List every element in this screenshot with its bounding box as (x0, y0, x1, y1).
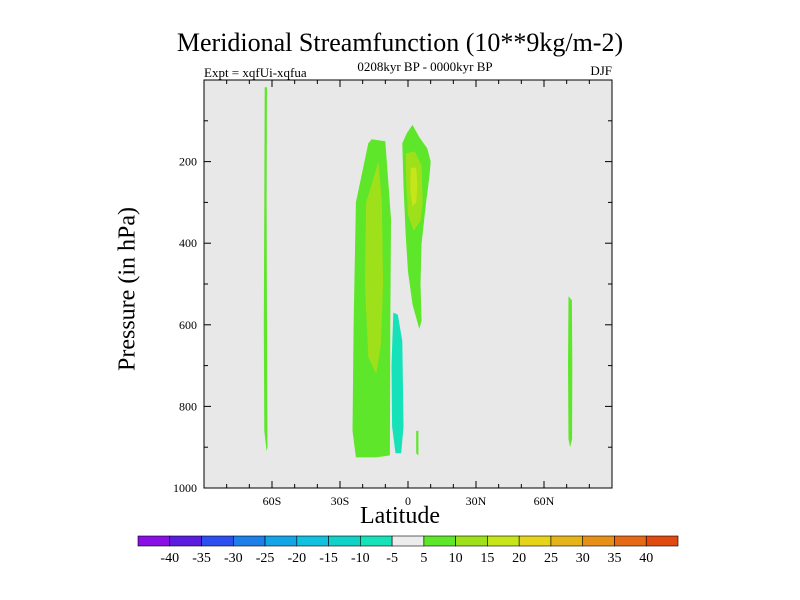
axis-ticks: 60S 30S 0 30N 60N 200 400 600 800 1000 (173, 80, 612, 508)
colorbar-label: -15 (319, 551, 338, 566)
contour-regions (263, 87, 573, 458)
colorbar-swatch (137, 535, 171, 547)
colorbar-label: -35 (192, 551, 211, 566)
colorbar: -40 -35 -30 -25 -20 -15 -10 -5 5 10 15 20 25 30 35 40 (137, 535, 679, 566)
colorbar-label: 30 (576, 551, 590, 566)
y-tick-label: 200 (179, 155, 197, 169)
colorbar-label: 40 (639, 551, 653, 566)
x-tick-label: 30S (331, 494, 350, 508)
colorbar-label: -25 (256, 551, 275, 566)
colorbar-swatch (264, 535, 298, 547)
colorbar-swatch (201, 535, 234, 547)
x-axis-label: Latitude (360, 503, 440, 529)
colorbar-swatch (455, 535, 488, 547)
x-tick-label: 60S (263, 494, 282, 508)
colorbar-swatch (423, 535, 456, 547)
x-tick-label: 30N (466, 494, 487, 508)
colorbar-swatch (360, 535, 393, 547)
colorbar-label: -10 (351, 551, 370, 566)
colorbar-swatch (232, 535, 266, 547)
y-tick-label: 1000 (173, 481, 197, 495)
colorbar-label: -20 (287, 551, 306, 566)
contour-region-8 (568, 296, 573, 448)
x-tick-label: 0 (405, 494, 411, 508)
y-tick-label: 400 (179, 236, 197, 250)
colorbar-swatch (518, 535, 552, 547)
period-label: 0208kyr BP - 0000kyr BP (357, 59, 493, 74)
colorbar-label: 35 (607, 551, 621, 566)
colorbar-swatch (328, 535, 361, 547)
colorbar-swatch (296, 535, 329, 547)
colorbar-swatch (582, 535, 615, 547)
contour-region-7 (416, 430, 419, 456)
colorbar-label: 25 (544, 551, 558, 566)
colorbar-swatch (391, 535, 425, 547)
colorbar-label: -30 (224, 551, 243, 566)
y-axis-label: Pressure (in hPa) (114, 207, 141, 371)
contour-region-2 (364, 161, 384, 374)
x-tick-label: 60N (534, 494, 555, 508)
colorbar-label: 10 (449, 551, 463, 566)
season-label: DJF (590, 63, 612, 78)
colorbar-label: -40 (160, 551, 179, 566)
contour-region-6 (391, 312, 404, 454)
colorbar-label: -5 (386, 551, 398, 566)
colorbar-swatch (645, 535, 679, 547)
contour-region-0 (263, 87, 268, 452)
colorbar-swatch (169, 535, 202, 547)
colorbar-label: 20 (512, 551, 526, 566)
colorbar-label: 15 (480, 551, 494, 566)
contour-region-5 (410, 167, 418, 207)
colorbar-swatch (487, 535, 520, 547)
y-tick-label: 800 (179, 399, 197, 413)
experiment-label: Expt = xqfUi-xqfua (204, 65, 307, 80)
colorbar-label: 5 (420, 551, 427, 566)
chart-title: Meridional Streamfunction (10**9kg/m-2) (176, 28, 624, 57)
colorbar-swatch (614, 535, 647, 547)
colorbar-swatch (550, 535, 584, 547)
y-tick-label: 600 (179, 318, 197, 332)
